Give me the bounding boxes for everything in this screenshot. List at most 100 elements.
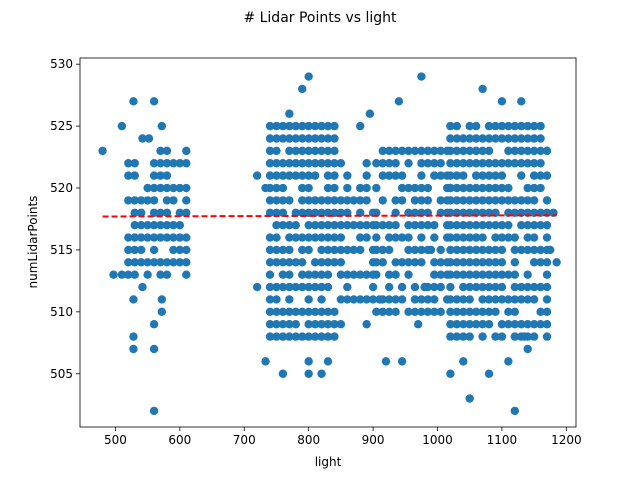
scatter-point: [423, 307, 433, 317]
scatter-point: [285, 220, 294, 230]
scatter-point: [465, 159, 474, 168]
scatter-point: [175, 183, 185, 193]
scatter-point: [471, 171, 481, 180]
scatter-point: [484, 307, 494, 317]
scatter-point: [304, 270, 313, 279]
scatter-point: [149, 171, 159, 180]
scatter-point: [285, 196, 294, 205]
scatter-point: [510, 159, 520, 168]
scatter-point: [397, 196, 407, 205]
scatter-point: [465, 183, 474, 193]
scatter-point: [317, 295, 326, 304]
scatter-point: [304, 171, 313, 180]
scatter-point: [157, 295, 167, 304]
scatter-point: [529, 196, 539, 205]
scatter-point: [510, 332, 520, 341]
scatter-point: [109, 270, 118, 279]
scatter-point: [459, 134, 468, 143]
scatter-point: [310, 220, 320, 230]
scatter-point: [391, 220, 400, 230]
scatter-point: [446, 233, 455, 242]
scatter-point: [471, 270, 481, 279]
scatter-point: [510, 121, 520, 131]
scatter-point: [536, 121, 545, 131]
scatter-point: [323, 245, 333, 255]
scatter-point: [529, 320, 539, 329]
scatter-point: [523, 134, 532, 143]
scatter-point: [491, 258, 500, 267]
scatter-point: [265, 146, 275, 156]
scatter-point: [452, 121, 462, 131]
scatter-point: [523, 295, 532, 304]
scatter-point: [497, 233, 507, 242]
scatter-point: [372, 220, 381, 230]
scatter-point: [384, 159, 394, 168]
scatter-point: [278, 320, 288, 329]
scatter-point: [452, 270, 462, 279]
scatter-point: [323, 332, 333, 341]
scatter-point: [452, 134, 462, 143]
scatter-point: [175, 220, 185, 230]
scatter-point: [542, 270, 552, 279]
scatter-point: [162, 196, 172, 205]
scatter-point: [291, 282, 300, 292]
scatter-point: [272, 183, 281, 193]
scatter-point: [504, 307, 513, 317]
scatter-point: [446, 295, 455, 304]
scatter-point: [356, 270, 365, 279]
scatter-point: [510, 245, 520, 255]
scatter-point: [504, 220, 513, 230]
scatter-point: [372, 233, 381, 242]
scatter-point: [542, 258, 552, 267]
scatter-point: [384, 295, 394, 304]
scatter-point: [285, 332, 294, 341]
scatter-point: [446, 307, 455, 317]
scatter-point: [423, 146, 433, 156]
scatter-point: [304, 320, 313, 329]
scatter-point: [336, 220, 346, 230]
scatter-point: [278, 245, 288, 255]
scatter-point: [169, 233, 178, 242]
scatter-point: [304, 183, 313, 193]
scatter-point: [378, 245, 387, 255]
scatter-point: [542, 196, 552, 205]
scatter-point: [372, 245, 381, 255]
scatter-point: [336, 258, 346, 267]
scatter-point: [330, 307, 339, 317]
scatter-point: [356, 121, 365, 131]
scatter-point: [323, 171, 333, 180]
y-tick-label: 520: [50, 181, 73, 195]
scatter-point: [317, 220, 326, 230]
scatter-point: [459, 233, 468, 242]
scatter-point: [391, 146, 400, 156]
scatter-point: [504, 320, 513, 329]
scatter-point: [491, 183, 500, 193]
scatter-point: [330, 171, 339, 180]
scatter-point: [291, 220, 300, 230]
scatter-point: [471, 307, 481, 317]
scatter-point: [452, 307, 462, 317]
scatter-point: [471, 146, 481, 156]
scatter-point: [471, 258, 481, 267]
scatter-point: [291, 208, 300, 217]
scatter-point: [452, 332, 462, 341]
scatter-point: [136, 245, 146, 255]
scatter-point: [491, 270, 500, 279]
scatter-point: [517, 245, 526, 255]
scatter-point: [410, 220, 420, 230]
scatter-point: [517, 196, 526, 205]
scatter-point: [362, 159, 371, 168]
scatter-point: [136, 220, 146, 230]
scatter-point: [436, 146, 445, 156]
scatter-point: [410, 196, 420, 205]
scatter-point: [298, 196, 307, 205]
scatter-point: [298, 159, 307, 168]
scatter-point: [517, 220, 526, 230]
scatter-point: [491, 295, 500, 304]
scatter-point: [298, 307, 307, 317]
scatter-point: [478, 220, 487, 230]
scatter-point: [156, 220, 165, 230]
scatter-point: [459, 357, 468, 366]
y-tick-label: 525: [50, 119, 73, 133]
scatter-point: [391, 233, 400, 242]
